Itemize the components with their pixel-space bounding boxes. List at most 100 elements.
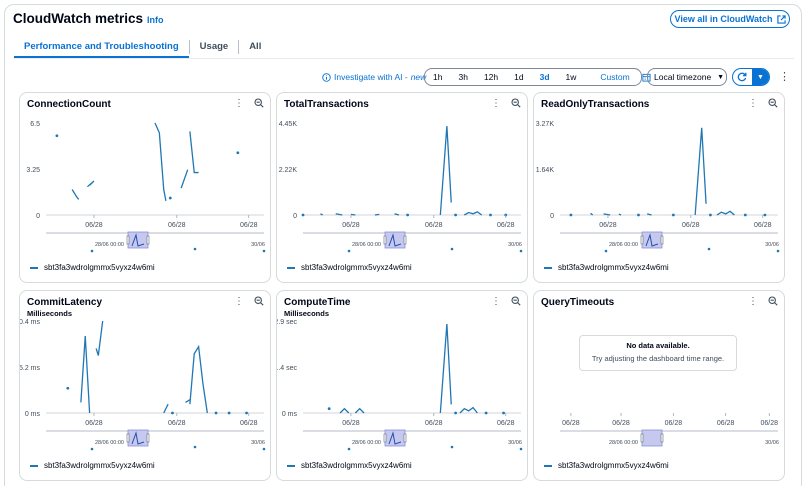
data-line xyxy=(590,212,594,216)
navigator-point xyxy=(90,447,94,451)
y-tick-label: 0 xyxy=(293,213,297,220)
navigator-point xyxy=(450,247,454,251)
data-line xyxy=(354,407,365,414)
x-tick-label: 06/28 xyxy=(754,222,772,229)
tab-divider xyxy=(238,40,240,54)
range-3d[interactable]: 3d xyxy=(539,72,550,82)
navigator-spark xyxy=(131,233,145,247)
panel-more-icon[interactable]: ⋮ xyxy=(234,296,244,307)
chart-connection-count[interactable]: 6.5 3.25 0 06/28 06/28 06/28 28/06 00:00 30/06 xyxy=(20,93,270,263)
refresh-options-caret-icon[interactable]: ▼ xyxy=(750,69,769,85)
chart-legend[interactable]: sbt3fa3wdrolgmmx5vyxz4w6mi xyxy=(287,263,412,272)
no-data-message: No data available. Try adjusting the dash… xyxy=(579,335,737,371)
y-tick-label: 0 xyxy=(36,213,40,220)
chart-total-transactions[interactable]: 4.45K 2.22K 0 06/28 06/28 06/28 28/06 00:00 30/… xyxy=(277,93,527,263)
y-tick-label: 6.5 xyxy=(30,121,40,128)
y-tick-label: 1.64K xyxy=(536,167,555,174)
data-point xyxy=(454,213,457,217)
data-point xyxy=(484,411,488,415)
navigator-label: 28/06 00:00 xyxy=(609,440,638,446)
view-all-button[interactable]: View all in CloudWatch xyxy=(670,10,790,28)
navigator-handle-right xyxy=(660,433,664,443)
legend-swatch xyxy=(544,464,552,467)
zoom-out-icon[interactable] xyxy=(511,98,521,111)
chart-query-timeouts[interactable]: 06/28 06/28 06/28 06/28 06/28 28/06 00:00 30/0… xyxy=(534,291,784,461)
tab-usage[interactable]: Usage xyxy=(199,41,229,52)
info-circle-icon xyxy=(322,72,331,82)
navigator-point xyxy=(519,249,523,253)
more-actions-icon[interactable]: ⋮ xyxy=(779,71,790,83)
navigator-handle-left xyxy=(383,433,387,443)
panel-more-icon[interactable]: ⋮ xyxy=(234,98,244,109)
navigator-label: 28/06 00:00 xyxy=(609,242,638,248)
panel-title: QueryTimeouts xyxy=(541,297,615,308)
chart-legend[interactable]: sbt3fa3wdrolgmmx5vyxz4w6mi xyxy=(30,461,155,470)
tab-performance[interactable]: Performance and Troubleshooting xyxy=(14,36,189,58)
panel-more-icon[interactable]: ⋮ xyxy=(491,296,501,307)
y-tick-label: 21.4 sec xyxy=(277,365,297,372)
x-tick-label: 06/28 xyxy=(599,222,617,229)
data-line xyxy=(618,213,622,216)
panel-actions: ⋮ xyxy=(234,296,264,309)
chart-read-only-transactions[interactable]: 3.27K 1.64K 0 06/28 06/28 06/28 28/06 00:00 30/… xyxy=(534,93,784,263)
panel-title: ComputeTime xyxy=(284,297,351,308)
navigator-label: 28/06 00:00 xyxy=(352,242,381,248)
data-point xyxy=(454,411,457,415)
data-point xyxy=(227,411,231,415)
data-point xyxy=(637,213,640,217)
navigator-point xyxy=(450,445,454,449)
navigator-handle-left xyxy=(126,235,130,245)
navigator-handle-left xyxy=(640,235,644,245)
chart-legend[interactable]: sbt3fa3wdrolgmmx5vyxz4w6mi xyxy=(30,263,155,272)
zoom-out-icon[interactable] xyxy=(254,98,264,111)
x-tick-label: 06/28 xyxy=(761,420,779,427)
info-link[interactable]: Info xyxy=(147,15,164,25)
panel-more-icon[interactable]: ⋮ xyxy=(748,296,758,307)
panel-more-icon[interactable]: ⋮ xyxy=(491,98,501,109)
panel-title: ConnectionCount xyxy=(27,99,111,110)
investigate-label: Investigate with AI - xyxy=(334,72,408,82)
range-12h[interactable]: 12h xyxy=(483,72,499,82)
zoom-out-icon[interactable] xyxy=(511,296,521,309)
navigator-point xyxy=(193,445,197,449)
data-line xyxy=(439,126,452,216)
navigator-label: 30/06 xyxy=(251,242,265,248)
panel-actions: ⋮ xyxy=(748,296,778,309)
range-1h[interactable]: 1h xyxy=(433,72,443,82)
data-line xyxy=(439,323,452,414)
panel-actions: ⋮ xyxy=(491,296,521,309)
zoom-out-icon[interactable] xyxy=(768,98,778,111)
navigator-point xyxy=(262,447,266,451)
navigator-handle-right xyxy=(403,433,407,443)
data-line xyxy=(339,407,350,414)
investigate-ai-link[interactable]: Investigate with AI - new xyxy=(322,72,426,82)
panel-more-icon[interactable]: ⋮ xyxy=(748,98,758,109)
chart-commit-latency[interactable]: 10.4 ms 5.2 ms 0 ms 06/28 06/28 06/28 28/06 00… xyxy=(20,291,270,461)
timezone-select[interactable]: Local timezone ▼ xyxy=(647,68,727,86)
range-1d[interactable]: 1d xyxy=(514,72,524,82)
chart-compute-time[interactable]: 42.9 sec 21.4 sec 0 ms 06/28 06/28 06/28 28/06… xyxy=(277,291,527,461)
range-3h[interactable]: 3h xyxy=(458,72,468,82)
data-line xyxy=(189,344,208,414)
legend-swatch xyxy=(287,464,295,467)
navigator-point xyxy=(519,447,523,451)
zoom-out-icon[interactable] xyxy=(254,296,264,309)
tab-all[interactable]: All xyxy=(249,41,262,52)
x-tick-label: 06/28 xyxy=(168,420,186,427)
data-point xyxy=(236,151,240,155)
navigator-handle-left xyxy=(126,433,130,443)
legend-label: sbt3fa3wdrolgmmx5vyxz4w6mi xyxy=(301,461,412,470)
legend-swatch xyxy=(287,266,295,269)
chart-legend[interactable]: sbt3fa3wdrolgmmx5vyxz4w6mi xyxy=(544,263,669,272)
refresh-icon[interactable] xyxy=(733,69,751,85)
data-line xyxy=(694,127,707,216)
navigator-label: 28/06 00:00 xyxy=(352,440,381,446)
chart-legend[interactable]: sbt3fa3wdrolgmmx5vyxz4w6mi xyxy=(544,461,669,470)
zoom-out-icon[interactable] xyxy=(768,296,778,309)
chart-legend[interactable]: sbt3fa3wdrolgmmx5vyxz4w6mi xyxy=(287,461,412,470)
data-point xyxy=(406,213,410,217)
data-point xyxy=(55,134,59,138)
y-tick-label: 5.2 ms xyxy=(20,365,40,372)
x-tick-label: 06/28 xyxy=(425,222,443,229)
range-1w[interactable]: 1w xyxy=(565,72,577,82)
